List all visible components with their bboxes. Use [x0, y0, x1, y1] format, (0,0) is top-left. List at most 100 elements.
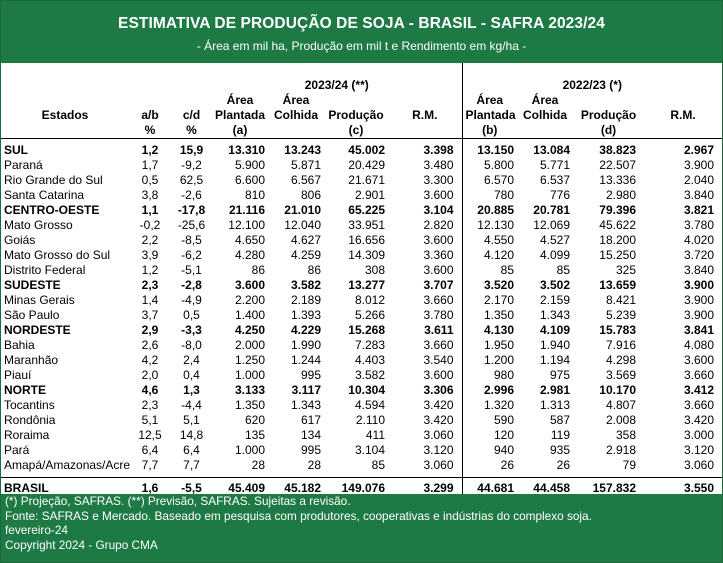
cell-area-plantada: 1.400 — [234, 308, 265, 322]
cell-producao: 85 — [371, 458, 385, 472]
cell-area-colhida: 3.582 — [290, 278, 321, 292]
cell-area-plantada-b: 2.170 — [461, 293, 517, 308]
cell-producao-b: 45.622 — [599, 218, 636, 232]
cell-cd: -8,5 — [181, 233, 202, 247]
cell-estado: SUL — [4, 143, 28, 157]
cell-cd: -6,2 — [181, 248, 202, 262]
col-c-tag: (c) — [324, 123, 388, 139]
table-row: NORDESTE 2,9 -3,3 4.250 4.229 15.268 3.611 4.13… — [1, 323, 722, 338]
cell-producao-b: 2.918 — [605, 443, 636, 457]
cell-area-colhida-b: 1.313 — [539, 398, 570, 412]
cell-estado: Santa Catarina — [4, 188, 85, 202]
cell-ab: 1,4 — [141, 293, 159, 307]
cell-producao-b: 22.507 — [599, 158, 636, 172]
cell-cd: 14,8 — [179, 428, 204, 442]
cell-area-plantada-b: 4.120 — [461, 248, 517, 263]
cell-rm-b: 3.060 — [683, 458, 714, 472]
cell-ab: 1,7 — [141, 158, 159, 172]
cell-rm-b: 4.080 — [683, 338, 714, 352]
cell-ab: 12,5 — [138, 428, 162, 442]
cell-area-colhida-b: 13.084 — [533, 143, 570, 157]
cell-area-colhida: 13.243 — [284, 143, 321, 157]
cell-area-colhida: 1.244 — [290, 353, 321, 367]
cell-area-colhida-b: 20.781 — [533, 203, 570, 217]
col-estados: Estados — [41, 108, 89, 122]
table-row: Rondônia 5,1 5,1 620 617 2.110 3.420 590 587 2.00… — [1, 413, 722, 428]
cell-area-plantada-b: 20.885 — [461, 203, 517, 218]
cell-rm-b: 3.900 — [683, 293, 714, 307]
table-row: Amapá/Amazonas/Acre 7,7 7,7 28 28 85 3.060 26 26… — [1, 458, 722, 473]
cell-area-colhida-b: 4.109 — [539, 323, 570, 337]
cell-area-plantada: 2.000 — [234, 338, 265, 352]
table-subtitle: - Área em mil ha, Produção em mil t e Re… — [196, 39, 527, 53]
cell-rm-b: 3.900 — [683, 308, 714, 322]
cell-rm: 3.600 — [423, 368, 454, 382]
cell-producao: 8.012 — [354, 293, 385, 307]
header-row-1 — [1, 63, 722, 78]
cell-area-colhida: 1.990 — [290, 338, 321, 352]
cell-area-colhida: 1.393 — [290, 308, 321, 322]
table-row: Paraná 1,7 -9,2 5.900 5.871 20.429 3.480 5.800 5… — [1, 158, 722, 173]
cell-rm-b: 3.840 — [683, 263, 714, 277]
cell-producao-b: 8.421 — [605, 293, 636, 307]
cell-rm-b: 2.040 — [683, 173, 714, 187]
table-row: Santa Catarina 3,8 -2,6 810 806 2.901 3.600 780… — [1, 188, 722, 203]
cell-area-plantada: 6.600 — [234, 173, 265, 187]
cell-area-colhida: 995 — [300, 443, 321, 457]
cell-area-plantada: 1.000 — [234, 368, 265, 382]
cell-cd: 6,4 — [183, 443, 200, 457]
col-d-tag: (d) — [573, 123, 644, 139]
cell-producao-b: 3.569 — [605, 368, 636, 382]
cell-estado: BRASIL — [1, 477, 129, 498]
cell-ab: 3,7 — [141, 308, 159, 322]
cell-rm: 3.660 — [423, 338, 454, 352]
cell-producao-b: 10.170 — [599, 383, 636, 397]
cell-area-plantada-b: 940 — [461, 443, 517, 458]
cell-producao: 14.309 — [348, 248, 385, 262]
col-area-plantada-label: Área — [226, 93, 254, 107]
col-area-colhida-b: Colhida — [523, 108, 567, 122]
title-banner: ESTIMATIVA DE PRODUÇÃO DE SOJA - BRASIL … — [1, 1, 722, 63]
cell-estado: Mato Grosso do Sul — [4, 248, 111, 262]
col-area-colhida-label: Área — [282, 93, 310, 107]
group-2023-24: 2023/24 (**) — [304, 78, 369, 92]
cell-area-plantada: 620 — [244, 413, 265, 427]
cell-cd: -4,9 — [181, 293, 202, 307]
cell-area-colhida-b: 5.771 — [539, 158, 570, 172]
cell-cd: -2,8 — [181, 278, 202, 292]
cell-rm-b: 3.821 — [683, 203, 714, 217]
cell-estado: Piauí — [4, 368, 32, 382]
cell-area-colhida: 4.259 — [290, 248, 321, 262]
cell-cd: 1,3 — [183, 383, 200, 397]
cell-area-plantada: 135 — [244, 428, 265, 442]
cell-rm: 3.120 — [423, 443, 454, 457]
cell-area-plantada: 1.350 — [234, 398, 265, 412]
table-row: Tocantins 2,3 -4,4 1.350 1.343 4.594 3.420 1.32… — [1, 398, 722, 413]
cell-cd: -9,2 — [181, 158, 202, 172]
cell-ab: 2,9 — [141, 323, 159, 337]
cell-area-plantada-b: 4.130 — [461, 323, 517, 338]
cell-rm-b: 3.412 — [683, 383, 714, 397]
cell-estado: Tocantins — [4, 398, 55, 412]
col-area-plantada: Plantada — [215, 108, 266, 122]
cell-area-colhida-b: 935 — [549, 443, 570, 457]
cell-producao: 411 — [365, 428, 385, 442]
footer-copyright: Copyright 2024 - Grupo CMA — [5, 537, 158, 552]
cell-producao: 308 — [364, 263, 385, 277]
cell-cd: 0,4 — [183, 368, 200, 382]
cell-rm: 2.820 — [423, 218, 454, 232]
cell-area-plantada: 2.200 — [234, 293, 265, 307]
cell-area-colhida: 12.040 — [284, 218, 321, 232]
cell-producao: 149.076 — [324, 477, 388, 498]
cell-producao-b: 4.298 — [605, 353, 636, 367]
cell-rm-b: 3.900 — [683, 278, 714, 292]
cell-area-plantada-b: 12.130 — [461, 218, 517, 233]
cell-rm: 3.306 — [423, 383, 454, 397]
cell-producao: 33.951 — [348, 218, 385, 232]
table-row: Maranhão 4,2 2,4 1.250 1.244 4.403 3.540 1.200 1… — [1, 353, 722, 368]
cell-producao: 4.594 — [354, 398, 385, 412]
cell-area-plantada: 810 — [244, 188, 265, 202]
cell-rm: 3.398 — [423, 143, 454, 157]
cell-area-colhida-b: 26 — [556, 458, 570, 472]
